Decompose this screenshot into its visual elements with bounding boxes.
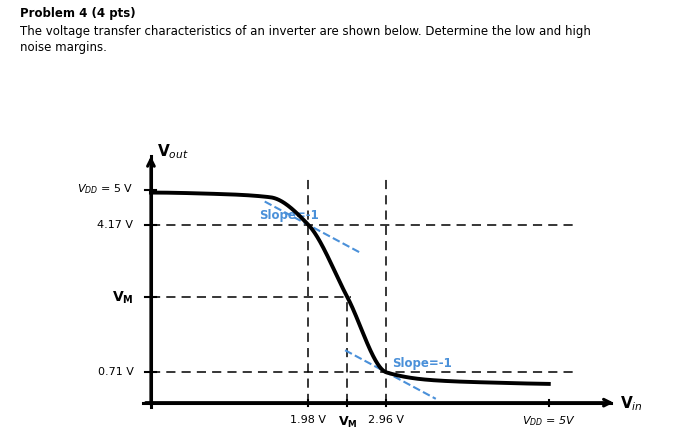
- Text: $V_{DD}$ = 5V: $V_{DD}$ = 5V: [522, 415, 576, 428]
- Text: $\mathbf{V}_{out}$: $\mathbf{V}_{out}$: [157, 142, 189, 161]
- Text: 2.96 V: 2.96 V: [368, 415, 404, 425]
- Text: Slope=-1: Slope=-1: [259, 209, 319, 222]
- Text: noise margins.: noise margins.: [20, 41, 107, 54]
- Text: Problem 4 (4 pts): Problem 4 (4 pts): [20, 7, 136, 20]
- Text: 0.71 V: 0.71 V: [98, 368, 133, 377]
- Text: 1.98 V: 1.98 V: [290, 415, 326, 425]
- Text: Slope=-1: Slope=-1: [392, 358, 451, 371]
- Text: The voltage transfer characteristics of an inverter are shown below. Determine t: The voltage transfer characteristics of …: [20, 25, 591, 37]
- Text: $V_{DD}$ = 5 V: $V_{DD}$ = 5 V: [77, 183, 133, 197]
- Text: $\mathbf{V_M}$: $\mathbf{V_M}$: [337, 415, 357, 429]
- Text: $\mathbf{V_M}$: $\mathbf{V_M}$: [112, 289, 133, 306]
- Text: $\mathbf{V}_{in}$: $\mathbf{V}_{in}$: [620, 394, 643, 413]
- Text: 4.17 V: 4.17 V: [98, 220, 133, 230]
